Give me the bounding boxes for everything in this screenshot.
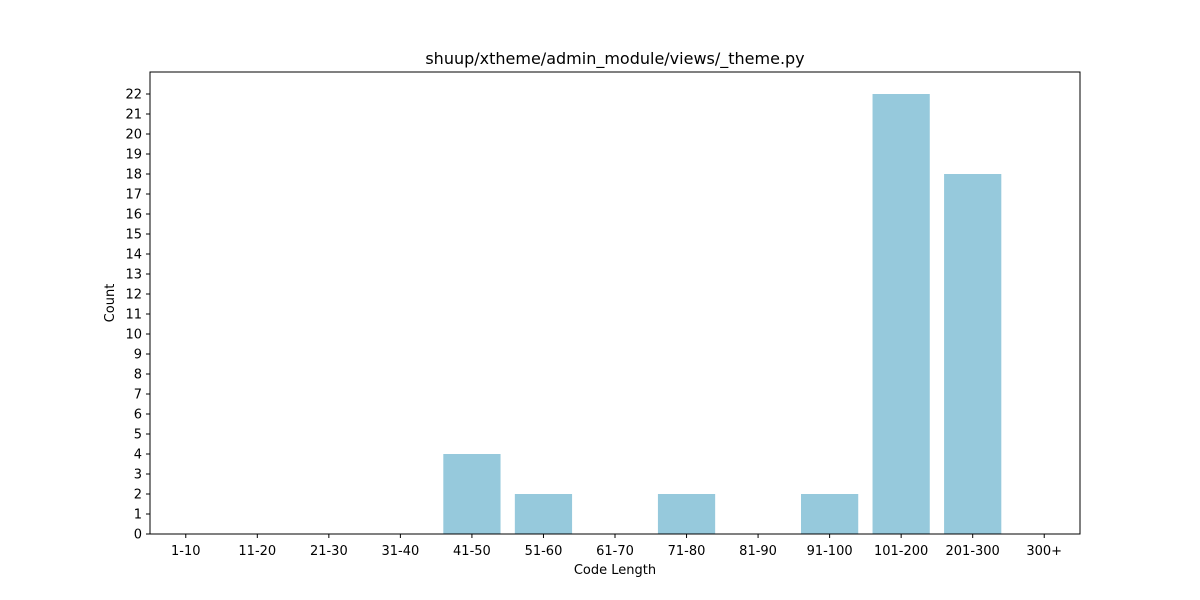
bars-layer — [443, 94, 1002, 534]
y-tick-label: 11 — [125, 308, 142, 323]
x-tick-label: 101-200 — [874, 544, 928, 559]
y-tick-label: 3 — [134, 468, 142, 483]
bar-41-50 — [443, 454, 501, 534]
y-tick-label: 2 — [134, 488, 142, 503]
x-tick-label: 51-60 — [525, 544, 563, 559]
y-tick-label: 13 — [125, 268, 142, 283]
y-tick-label: 15 — [125, 228, 142, 243]
y-tick-label: 17 — [125, 188, 142, 203]
x-tick-label: 71-80 — [668, 544, 706, 559]
x-tick-label: 300+ — [1026, 544, 1062, 559]
chart-title: shuup/xtheme/admin_module/views/_theme.p… — [425, 49, 804, 69]
x-tick-label: 21-30 — [310, 544, 348, 559]
y-tick-label: 21 — [125, 108, 142, 123]
y-tick-label: 20 — [125, 128, 142, 143]
y-tick-label: 8 — [134, 368, 142, 383]
bar-91-100 — [801, 494, 859, 534]
y-tick-label: 7 — [134, 388, 142, 403]
y-tick-label: 6 — [134, 408, 142, 423]
y-tick-label: 22 — [125, 88, 142, 103]
x-tick-label: 201-300 — [946, 544, 1000, 559]
x-axis-label: Code Length — [574, 563, 656, 578]
x-tick-label: 41-50 — [453, 544, 491, 559]
y-tick-label: 4 — [134, 448, 142, 463]
y-axis-label: Count — [103, 284, 118, 323]
x-tick-label: 81-90 — [739, 544, 777, 559]
y-tick-label: 0 — [134, 528, 142, 543]
y-tick-label: 14 — [125, 248, 142, 263]
x-tick-label: 31-40 — [381, 544, 419, 559]
y-tick-label: 12 — [125, 288, 142, 303]
y-tick-label: 9 — [134, 348, 142, 363]
y-tick-label: 16 — [125, 208, 142, 223]
bar-71-80 — [657, 494, 716, 534]
bar-201-300 — [944, 174, 1002, 534]
bar-51-60 — [514, 494, 573, 534]
y-tick-label: 1 — [134, 508, 142, 523]
y-tick-label: 19 — [125, 148, 142, 163]
plot-frame — [149, 71, 1081, 535]
x-tick-label: 11-20 — [238, 544, 276, 559]
y-tick-label: 18 — [125, 168, 142, 183]
y-tick-label: 10 — [125, 328, 142, 343]
x-tick-label: 61-70 — [596, 544, 634, 559]
x-tick-label: 91-100 — [807, 544, 853, 559]
x-tick-label: 1-10 — [171, 544, 201, 559]
bar-101-200 — [872, 94, 930, 534]
x-axis-ticks: 1-10 11-20 21-30 31-40 41-50 51-60 61-70 71-80 8… — [171, 534, 1062, 559]
y-tick-label: 5 — [134, 428, 142, 443]
